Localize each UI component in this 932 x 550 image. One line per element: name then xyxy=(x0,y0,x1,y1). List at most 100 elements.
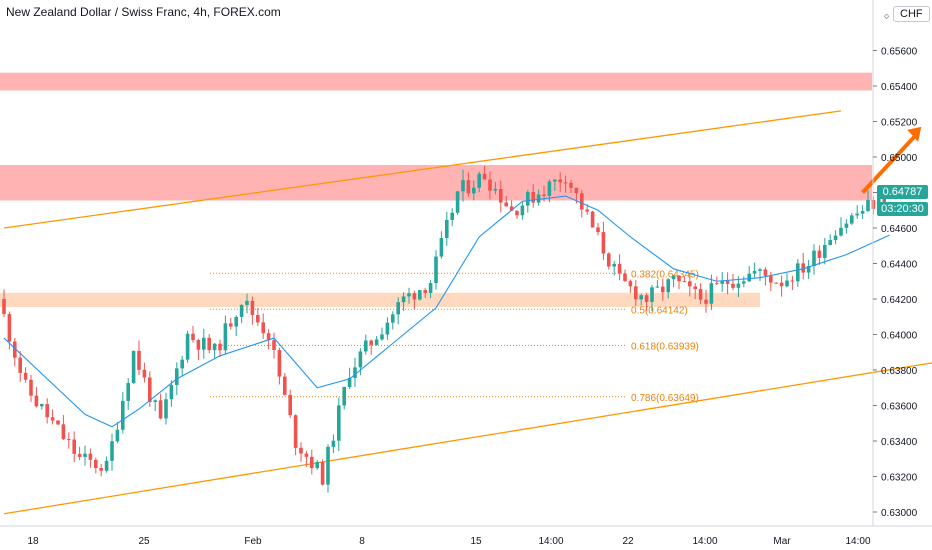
candle-body xyxy=(207,337,211,351)
x-tick-label: 8 xyxy=(359,536,365,547)
candle-body xyxy=(677,275,681,282)
candle-body xyxy=(331,440,336,447)
candle-body xyxy=(785,280,789,287)
y-tick-label: 0.63000 xyxy=(881,508,918,519)
candle-body xyxy=(839,227,843,236)
candle-body xyxy=(283,376,287,395)
candle-body xyxy=(288,394,292,416)
candle-body xyxy=(612,263,616,267)
candle-body xyxy=(499,188,503,203)
candle-body xyxy=(250,300,255,316)
candle-body xyxy=(779,282,784,287)
candle-body xyxy=(385,322,390,335)
candle-body xyxy=(77,453,82,457)
y-tick-label: 0.65400 xyxy=(881,82,918,93)
candle-body xyxy=(396,302,400,315)
candle-body xyxy=(742,281,746,284)
candle-body xyxy=(2,299,6,315)
candle-body xyxy=(439,237,444,257)
candle-body xyxy=(234,316,238,327)
moving-average-line xyxy=(3,195,890,428)
candle-body xyxy=(509,206,514,211)
candle-body xyxy=(472,187,476,194)
candle-body xyxy=(607,253,611,267)
fib-level-label: 0.5(0.64142) xyxy=(631,305,688,316)
candle-body xyxy=(812,250,816,267)
candle-body xyxy=(547,181,552,196)
candle-body xyxy=(83,453,87,457)
channel-line xyxy=(3,362,932,515)
candle-body xyxy=(644,295,649,302)
candle-body xyxy=(418,290,422,300)
candle-body xyxy=(628,281,633,287)
y-tick-label: 0.65600 xyxy=(881,47,918,58)
candle-body xyxy=(671,275,676,280)
candle-body xyxy=(520,205,525,216)
candle-body xyxy=(650,287,654,302)
candle-body xyxy=(202,337,206,350)
candle-body xyxy=(698,289,703,300)
x-tick-label: 15 xyxy=(470,536,482,547)
candle-body xyxy=(67,439,71,441)
candle-body xyxy=(515,210,519,216)
candle-body xyxy=(450,212,454,220)
candle-body xyxy=(326,446,330,485)
candle-body xyxy=(488,179,492,191)
candle-body xyxy=(634,286,638,300)
currency-indicator-icon: ○ xyxy=(884,11,890,21)
candle-body xyxy=(574,187,579,194)
countdown-tag: 03:20:30 xyxy=(877,202,928,216)
candle-body xyxy=(94,459,98,469)
candle-body xyxy=(682,281,687,283)
candle-body xyxy=(185,333,190,360)
candle-body xyxy=(666,279,670,293)
candle-body xyxy=(434,256,438,284)
currency-badge[interactable]: CHF xyxy=(893,6,930,22)
candle-body xyxy=(369,340,373,345)
y-tick-label: 0.64200 xyxy=(881,295,918,306)
support-zone xyxy=(0,292,760,307)
candle-body xyxy=(617,263,622,274)
candle-body xyxy=(34,395,39,407)
candle-body xyxy=(50,417,55,421)
x-tick-label: Feb xyxy=(244,536,262,547)
chart-title: New Zealand Dollar / Swiss Franc, 4h, FO… xyxy=(6,5,281,19)
x-tick-label: 22 xyxy=(622,536,634,547)
candle-body xyxy=(482,173,487,180)
candle-body xyxy=(423,290,427,293)
candle-body xyxy=(304,453,309,457)
candle-body xyxy=(542,194,546,196)
candle-body xyxy=(639,295,643,300)
candle-body xyxy=(121,400,125,430)
candle-body xyxy=(407,293,411,297)
candle-body xyxy=(553,179,557,182)
fib-level-label: 0.618(0.63939) xyxy=(631,341,699,352)
candle-body xyxy=(310,456,314,469)
x-tick-label: 14:00 xyxy=(692,536,717,547)
candle-body xyxy=(169,385,174,400)
candle-body xyxy=(504,202,508,207)
candle-body xyxy=(45,404,49,418)
candle-body xyxy=(731,283,735,288)
candle-body xyxy=(709,283,714,304)
y-tick-label: 0.63200 xyxy=(881,473,918,484)
candle-body xyxy=(261,322,265,334)
candle-body xyxy=(752,270,757,274)
candle-body xyxy=(661,286,665,293)
candle-body xyxy=(563,182,568,184)
candle-body xyxy=(725,280,730,284)
candle-body xyxy=(104,460,109,471)
candle-body xyxy=(828,240,832,245)
candle-body xyxy=(796,263,800,282)
candle-body xyxy=(29,379,33,396)
candle-body xyxy=(256,315,260,323)
candle-body xyxy=(844,223,849,228)
candle-body xyxy=(148,377,152,402)
candle-body xyxy=(817,250,822,258)
candle-body xyxy=(299,447,303,454)
candle-body xyxy=(342,386,346,406)
candle-body xyxy=(272,340,276,350)
candle-body xyxy=(196,339,201,350)
